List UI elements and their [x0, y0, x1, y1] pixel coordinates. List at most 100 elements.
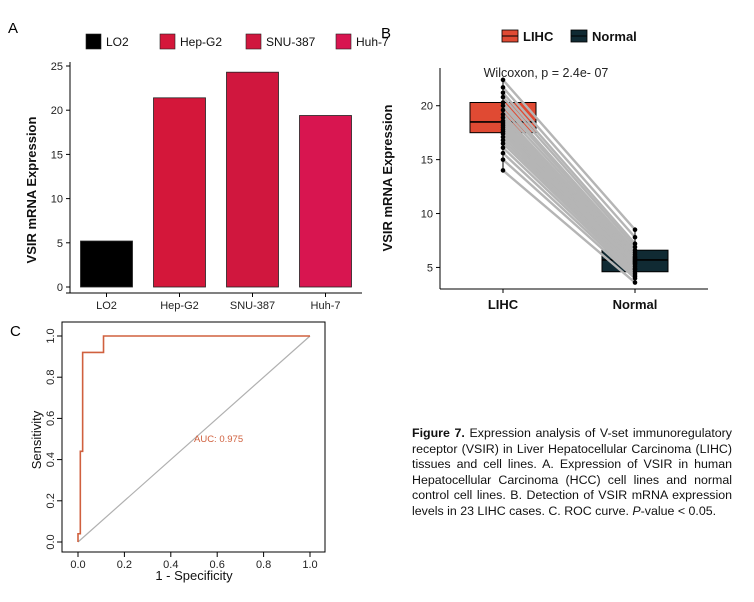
panel-a-y-tick-label: 0: [57, 282, 63, 294]
panel-c-y-tick-label: 0.2: [45, 493, 57, 508]
panel-b-pair-line: [501, 142, 637, 273]
panel-a-x-tick-label: Huh-7: [311, 300, 341, 312]
panel-b-point-lihc: [500, 90, 506, 96]
panel-b-pair-line: [501, 139, 637, 271]
panel-b-point-lihc: [500, 112, 506, 117]
panel-b-pair-line: [501, 132, 637, 268]
panel-c-x-tick-label: 0.4: [163, 559, 178, 571]
panel-c-reference-line: [77, 335, 311, 543]
panel-a-legend-label: Huh-7: [356, 35, 389, 49]
panel-letter-b: B: [381, 25, 391, 42]
panel-a-bar-snu-387: [226, 71, 279, 288]
panel-b-legend-label: Normal: [592, 29, 637, 44]
panel-b-pair-line: [501, 78, 637, 231]
panel-a-legend-swatch: [159, 33, 176, 50]
panel-b-point-normal: [632, 244, 638, 250]
panel-b-point-lihc: [500, 168, 506, 173]
panel-b-pair-line: [501, 108, 637, 256]
panel-c-x-tick-label: 0.8: [256, 559, 271, 571]
panel-c-x-tick-label: 0.2: [117, 559, 132, 571]
panel-c-y-tick-label: 0.6: [45, 411, 57, 426]
panel-b-box-plot: 5 10 15 20 LIHC Normal Wilcoxon, p = 2.4e- 07: [421, 66, 708, 312]
panel-b-wilcoxon-annotation: Wilcoxon, p = 2.4e- 07: [484, 66, 609, 80]
panel-b-pair-line: [501, 169, 637, 284]
panel-b-legend-label: LIHC: [523, 29, 554, 44]
panel-b-point-lihc: [500, 77, 506, 83]
caption-text: Expression analysis of V-set immunoregul…: [412, 426, 733, 518]
panel-c-y-tick-label: 1.0: [45, 328, 57, 343]
panel-b-point-lihc: [500, 141, 506, 146]
caption-label: Figure 7.: [412, 426, 465, 440]
panel-a-legend-label: SNU-387: [266, 35, 316, 49]
panel-a-y-tick-label: 20: [51, 105, 63, 117]
panel-b-pair-line: [501, 91, 637, 245]
panel-c-x-tick-label: 0.0: [70, 559, 85, 571]
panel-b-pair-line: [501, 95, 637, 249]
panel-letter-a: A: [8, 20, 18, 37]
panel-b-point-lihc: [500, 107, 506, 113]
panel-b-point-normal: [632, 241, 638, 247]
panel-b-point-normal: [632, 227, 638, 233]
panel-b-point-lihc: [500, 134, 506, 140]
panel-c-auc-annotation: AUC: 0.975: [194, 434, 243, 445]
panel-b-point-normal: [632, 275, 638, 281]
panel-a-legend-label: Hep-G2: [180, 35, 222, 49]
panel-a-y-tick-label: 5: [57, 238, 63, 250]
panel-c-roc-curve: 0.0 0.2 0.4 0.6 0.8 1.0 0.0 0.2 0.4 0.6 0.8 1.0 AUC:…: [45, 321, 326, 571]
panel-a-bar-chart: 0 5 10 15 20 25 LO2 Hep-G2 SNU-387 Huh-7: [51, 61, 362, 312]
panel-c-roc-line: [77, 335, 310, 542]
panel-b-point-lihc: [500, 145, 506, 151]
panel-b-point-lihc: [500, 157, 506, 162]
panel-b-y-tick-label: 15: [421, 155, 433, 167]
panel-b-point-normal: [632, 280, 638, 285]
panel-a-x-tick-label: LO2: [96, 300, 117, 312]
panel-b-pair-line: [501, 146, 637, 276]
panel-c-x-tick-label: 0.6: [210, 559, 225, 571]
panel-a-legend-swatch: [335, 33, 352, 50]
panel-a-y-axis-title: VSIR mRNA Expression: [24, 117, 39, 264]
panel-a-bar-lo2: [80, 240, 133, 288]
caption-p-italic: P: [632, 503, 641, 518]
panel-b-point-lihc: [500, 115, 506, 120]
panel-b-pair-line: [501, 130, 637, 266]
panel-c-y-tick-label: 0.4: [45, 452, 57, 467]
panel-b-legend: LIHC Normal: [501, 29, 637, 44]
panel-b-x-tick-label: Normal: [613, 297, 658, 312]
panel-a-x-tick-label: Hep-G2: [160, 300, 199, 312]
panel-b-point-lihc: [500, 94, 506, 100]
panel-b-y-axis-title: VSIR mRNA Expression: [380, 105, 395, 252]
panel-b-point-lihc: [500, 131, 506, 137]
panel-b-pair-line: [501, 151, 637, 278]
panel-b-y-tick-label: 5: [427, 262, 433, 274]
panel-c-x-tick-label: 1.0: [302, 559, 317, 571]
panel-a-x-tick-label: SNU-387: [230, 300, 275, 312]
caption-text-end: -value < 0.05.: [640, 503, 717, 518]
panel-b-pair-line: [501, 101, 637, 252]
panel-b-y-tick-label: 10: [421, 209, 433, 221]
panel-a-legend-swatch: [85, 33, 102, 50]
panel-b-x-tick-label: LIHC: [488, 297, 519, 312]
panel-a-bar-hep-g2: [153, 97, 206, 288]
panel-b-point-lihc: [500, 103, 506, 109]
panel-c-y-tick-label: 0.8: [45, 370, 57, 385]
figure-caption: Figure 7. Expression analysis of V-set i…: [412, 426, 732, 520]
panel-c-y-tick-label: 0.0: [45, 534, 57, 549]
panel-a-bar-huh-7: [299, 115, 352, 288]
panel-a-legend-label: LO2: [106, 35, 129, 49]
panel-b-pair-line: [501, 158, 637, 280]
panel-b-point-lihc: [500, 137, 506, 143]
panel-b-point-normal: [632, 234, 638, 240]
panel-c-y-axis-title: Sensitivity: [29, 410, 44, 469]
panel-b-pair-line: [501, 86, 637, 239]
panel-b-y-tick-label: 20: [421, 101, 433, 113]
panel-b-point-lihc: [500, 150, 506, 156]
panel-a-y-tick-label: 10: [51, 194, 63, 206]
panel-a-legend: LO2 Hep-G2 SNU-387 Huh-7: [85, 33, 389, 50]
panel-a-y-tick-label: 25: [51, 61, 63, 73]
panel-c-x-axis-title: 1 - Specificity: [155, 568, 233, 583]
panel-b-pair-line: [501, 104, 637, 254]
panel-b-point-lihc: [500, 100, 506, 105]
panel-a-legend-swatch: [245, 33, 262, 50]
panel-letter-c: C: [10, 323, 21, 340]
